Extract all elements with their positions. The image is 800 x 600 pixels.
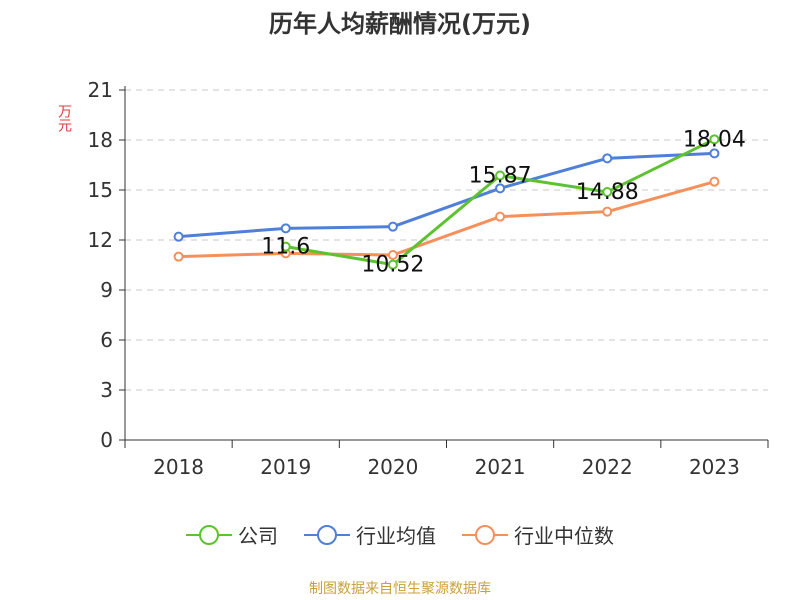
data-label-2022: 14.88 xyxy=(576,180,639,205)
legend: 公司 行业均值 行业中位数 xyxy=(0,520,800,549)
legend-item-company[interactable]: 公司 xyxy=(186,520,278,549)
data-label-2023: 18.04 xyxy=(683,127,746,152)
point-s0-2023 xyxy=(709,134,720,145)
point-s2-2021 xyxy=(495,211,506,222)
y-axis-unit-label: 万元 xyxy=(56,104,72,132)
x-tick-label-2018: 2018 xyxy=(153,455,204,479)
x-tick-label-2022: 2022 xyxy=(582,455,633,479)
point-s0-2019 xyxy=(280,241,291,252)
legend-line-company-icon xyxy=(186,524,232,545)
point-s2-2022 xyxy=(602,206,613,217)
point-s1-2021 xyxy=(495,183,506,194)
point-s2-2020 xyxy=(387,250,398,260)
legend-item-industry-mean[interactable]: 行业均值 xyxy=(304,520,436,549)
legend-label-industry-mean: 行业均值 xyxy=(356,524,436,548)
y-tick-label-9: 9 xyxy=(100,278,113,302)
point-s1-2020 xyxy=(387,221,398,232)
y-tick-label-18: 18 xyxy=(88,128,113,152)
data-label-2021: 15.87 xyxy=(469,164,532,189)
y-tick-label-3: 3 xyxy=(100,378,113,402)
y-tick-label-21: 21 xyxy=(88,78,113,102)
legend-item-industry-median[interactable]: 行业中位数 xyxy=(462,520,614,549)
point-s1-2023 xyxy=(709,148,720,159)
legend-label-company: 公司 xyxy=(238,524,278,548)
point-s1-2018 xyxy=(173,231,184,242)
point-s1-2019 xyxy=(280,223,291,234)
y-tick-label-0: 0 xyxy=(100,428,113,452)
x-tick-label-2019: 2019 xyxy=(260,455,311,479)
point-s1-2022 xyxy=(602,153,613,164)
y-tick-label-6: 6 xyxy=(100,328,113,352)
point-s0-2022 xyxy=(602,187,613,197)
series-line-0 xyxy=(285,137,716,267)
x-tick-label-2021: 2021 xyxy=(475,455,526,479)
legend-line-industry-mean-icon xyxy=(304,524,350,545)
legend-label-industry-median: 行业中位数 xyxy=(514,524,614,548)
legend-line-industry-median-icon xyxy=(462,524,508,545)
series-line-1 xyxy=(178,151,715,239)
point-s2-2018 xyxy=(173,251,184,262)
series-line-2 xyxy=(178,180,715,259)
x-tick-label-2020: 2020 xyxy=(367,455,418,479)
chart-title: 历年人均薪酬情况(万元) xyxy=(269,10,531,38)
y-tick-label-15: 15 xyxy=(88,178,113,202)
point-s2-2023 xyxy=(709,176,720,187)
source-note: 制图数据来自恒生聚源数据库 xyxy=(309,581,491,597)
data-label-2019: 11.6 xyxy=(261,235,310,260)
point-s0-2021 xyxy=(495,170,506,181)
data-label-2020: 10.52 xyxy=(361,253,424,278)
point-s0-2020 xyxy=(387,259,398,270)
y-tick-label-12: 12 xyxy=(88,228,113,252)
x-tick-label-2023: 2023 xyxy=(689,455,740,479)
